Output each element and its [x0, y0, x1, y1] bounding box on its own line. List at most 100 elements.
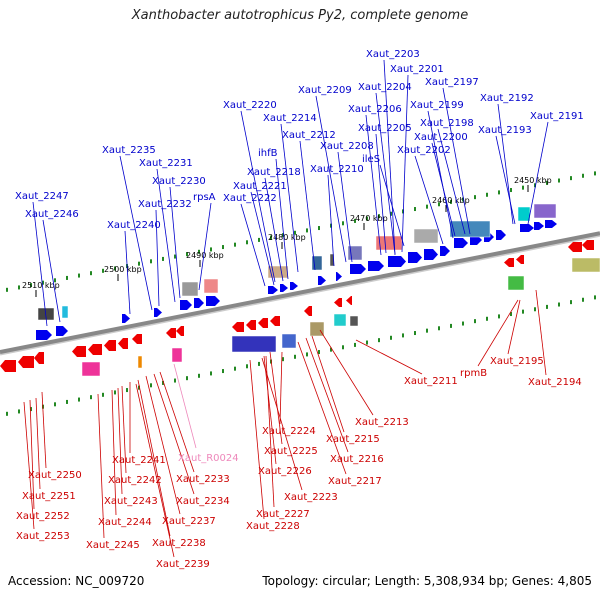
scale-label: 2480 kbp — [268, 233, 306, 242]
tick-mark — [498, 314, 500, 319]
forward-gene-arrow — [290, 282, 298, 290]
reverse-gene-arrow — [258, 318, 268, 328]
tick-mark — [54, 278, 56, 283]
reverse-leader-line — [111, 389, 117, 516]
forward-leader-line — [250, 191, 275, 286]
forward-gene-label: Xaut_2232 — [138, 199, 192, 210]
tick-mark — [522, 185, 524, 190]
tick-mark — [78, 397, 80, 402]
tick-mark — [450, 323, 452, 328]
forward-leader-line — [337, 151, 353, 263]
forward-leader-line — [365, 114, 382, 256]
forward-leader-line — [124, 230, 131, 315]
reverse-gene-label: Xaut_2251 — [22, 491, 76, 502]
reverse-gene-label: Xaut_2239 — [156, 559, 210, 570]
tick-mark — [234, 366, 236, 371]
forward-gene-arrow — [280, 284, 288, 292]
forward-gene-label: rpsA — [193, 192, 216, 203]
forward-gene-arrow — [180, 300, 192, 310]
forward-gene-label: Xaut_2212 — [282, 130, 336, 141]
forward-gene-label: Xaut_2246 — [25, 209, 79, 220]
domain-box — [281, 333, 297, 349]
reverse-gene-label: Xaut_2227 — [256, 509, 310, 520]
tick-mark — [282, 233, 284, 238]
reverse-gene-arrow — [334, 298, 342, 307]
tick-mark — [90, 395, 92, 400]
tick-mark — [438, 202, 440, 207]
tick-mark — [114, 390, 116, 395]
forward-leader-line — [315, 95, 347, 263]
tick-mark — [186, 376, 188, 381]
reverse-gene-label: Xaut_2238 — [152, 538, 206, 549]
tick-mark — [198, 249, 200, 254]
forward-leader-line — [240, 203, 266, 287]
reverse-leader-line — [269, 351, 283, 445]
reverse-leader-line — [29, 399, 35, 510]
domain-box — [533, 203, 557, 219]
tick-mark — [510, 188, 512, 193]
tick-mark — [342, 221, 344, 226]
reverse-gene-label: Xaut_2237 — [162, 516, 216, 527]
tick-mark — [366, 340, 368, 345]
reverse-gene-label: Xaut_2250 — [28, 470, 82, 481]
forward-leader-line — [379, 164, 405, 247]
reverse-gene-arrow — [132, 334, 142, 344]
tick-mark — [150, 383, 152, 388]
reverse-leader-line — [121, 385, 127, 474]
reverse-leader-line — [23, 401, 35, 530]
tick-mark — [426, 204, 428, 209]
forward-gene-arrow — [520, 224, 534, 232]
tick-mark — [402, 333, 404, 338]
forward-leader-line — [383, 59, 396, 256]
tick-mark — [258, 361, 260, 366]
tick-mark — [582, 173, 584, 178]
forward-leader-line — [299, 140, 316, 271]
reverse-leader-line — [145, 375, 181, 515]
reverse-leader-line — [97, 393, 105, 539]
tick-mark — [186, 252, 188, 257]
tick-mark — [306, 352, 308, 357]
forward-gene-arrow — [470, 235, 482, 245]
reverse-gene-arrow — [304, 306, 312, 316]
tick-mark — [294, 354, 296, 359]
map-title: Xanthobacter autotrophicus Py2, complete… — [131, 8, 469, 23]
reverse-gene-label: Xaut_2225 — [264, 446, 318, 457]
forward-leader-line — [32, 201, 48, 327]
tick-mark — [150, 259, 152, 264]
tick-mark — [162, 380, 164, 385]
reverse-gene-arrow — [72, 346, 86, 357]
reverse-gene-arrow — [232, 322, 244, 332]
forward-gene-arrow — [336, 272, 342, 281]
domain-box — [309, 321, 325, 337]
forward-gene-label: Xaut_2201 — [390, 64, 444, 75]
tick-mark — [174, 254, 176, 259]
rna-gene-label: Xaut_R0024 — [178, 453, 239, 464]
genome-backbone — [0, 231, 600, 354]
tick-mark — [162, 256, 164, 261]
forward-gene-arrow — [440, 246, 450, 256]
domain-box — [181, 281, 199, 297]
reverse-leader-line — [279, 351, 283, 425]
reverse-leader-line — [305, 337, 349, 453]
forward-gene-label: Xaut_2199 — [410, 100, 464, 111]
tick-mark — [354, 218, 356, 223]
forward-gene-label: Xaut_2210 — [310, 164, 364, 175]
scale-label: 2490 kbp — [186, 251, 224, 260]
scale-label: 2460 kbp — [432, 196, 470, 205]
forward-leader-line — [155, 209, 160, 307]
tick-mark — [306, 228, 308, 233]
forward-gene-label: Xaut_2247 — [15, 191, 69, 202]
tick-mark — [318, 226, 320, 231]
tick-mark — [42, 280, 44, 285]
forward-leader-line — [427, 110, 454, 239]
reverse-leader-line — [355, 339, 423, 375]
reverse-leader-line — [507, 299, 521, 355]
forward-leader-line — [431, 142, 456, 237]
forward-gene-label: Xaut_2198 — [420, 118, 474, 129]
reverse-gene-label: Xaut_2253 — [16, 531, 70, 542]
forward-gene-arrow — [545, 220, 557, 228]
tick-mark — [138, 261, 140, 266]
forward-gene-arrow — [350, 264, 366, 274]
forward-gene-label: Xaut_2220 — [223, 100, 277, 111]
